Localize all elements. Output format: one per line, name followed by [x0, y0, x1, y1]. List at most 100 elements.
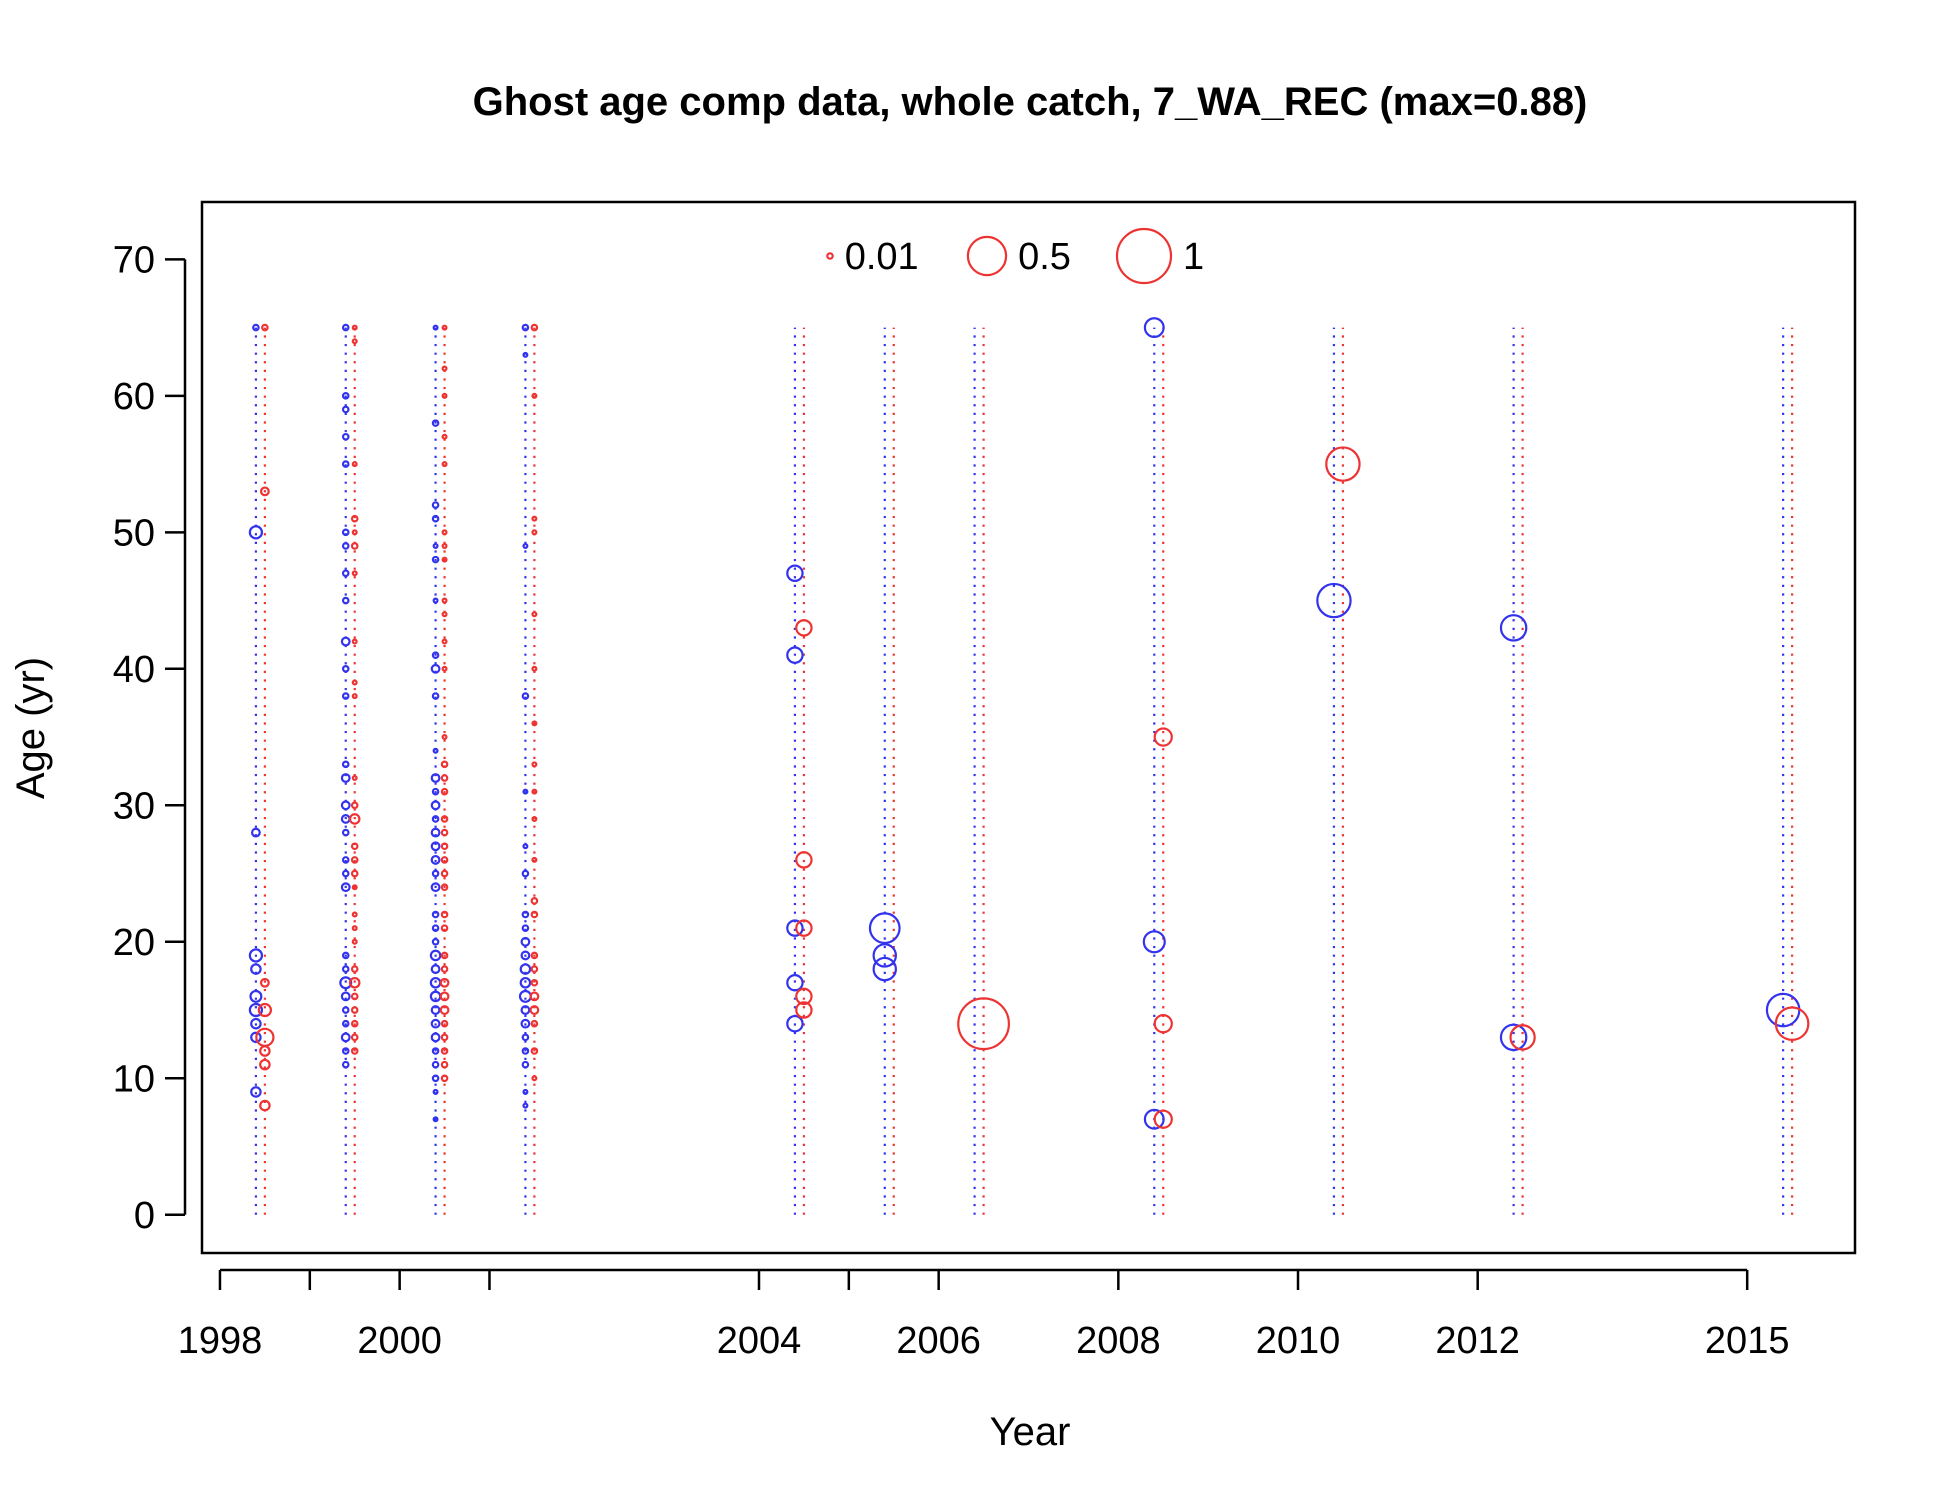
bubble-0-72 — [432, 1088, 439, 1095]
legend-label-0: 0.01 — [845, 236, 919, 278]
y-tick-label-5: 50 — [113, 512, 155, 554]
bubble-1-80 — [530, 897, 539, 905]
bubble-0-66 — [430, 1005, 441, 1015]
bubble-1-59 — [440, 951, 449, 960]
bubble-0-30 — [341, 951, 350, 960]
bubble-0-67 — [430, 1018, 441, 1029]
bubble-0-78 — [522, 788, 529, 795]
bubble-0-88 — [520, 1005, 531, 1015]
bubble-1-37 — [441, 392, 448, 399]
bubble-1-96 — [1153, 727, 1173, 747]
bubble-0-75 — [522, 351, 529, 358]
bubble-0-9 — [250, 1086, 262, 1098]
bubble-0-14 — [341, 460, 350, 468]
legend-bubble-2 — [1115, 227, 1173, 285]
bubble-1-57 — [440, 910, 449, 919]
bubble-0-54 — [430, 827, 441, 838]
y-tick-label-7: 70 — [113, 239, 155, 281]
bubble-1-29 — [348, 976, 361, 989]
bubble-0-49 — [432, 747, 439, 754]
bubble-0-34 — [341, 1006, 350, 1014]
bubble-0-85 — [519, 963, 532, 975]
bubble-1-56 — [440, 883, 449, 891]
bubble-0-70 — [431, 1060, 440, 1069]
bubble-0-99 — [786, 1014, 804, 1033]
bubble-0-58 — [430, 882, 441, 893]
bubble-0-102 — [872, 956, 897, 982]
bubble-0-108 — [1499, 1023, 1528, 1052]
bubble-1-97 — [1153, 1014, 1173, 1034]
bubble-0-24 — [340, 800, 351, 811]
bubble-0-101 — [872, 943, 897, 968]
bubble-1-1 — [259, 486, 270, 497]
bubble-1-93 — [795, 987, 813, 1006]
bubble-1-68 — [440, 1074, 449, 1083]
bubble-0-46 — [431, 651, 440, 659]
bubble-0-73 — [432, 1116, 439, 1123]
x-axis: 1998 2000 2004 2006 2008 2010 2012 2015 — [178, 1268, 1789, 1362]
bubble-0-91 — [521, 1047, 530, 1055]
x-tick-label-0: 1998 — [178, 1320, 263, 1362]
bubble-1-39 — [441, 461, 448, 468]
bubble-0-39 — [432, 324, 439, 331]
bubble-0-55 — [430, 841, 441, 852]
bubble-0-37 — [341, 1047, 350, 1055]
bubble-1-45 — [441, 638, 448, 645]
bubble-0-50 — [430, 773, 441, 783]
bubble-1-14 — [351, 570, 358, 577]
bubble-0-28 — [341, 869, 350, 878]
bubble-0-59 — [431, 910, 440, 919]
bubble-1-95 — [957, 997, 1011, 1051]
bubble-1-42 — [441, 556, 448, 563]
bubble-1-0 — [261, 323, 269, 332]
bubble-1-8 — [351, 324, 358, 331]
x-tick-label-4: 2004 — [717, 1320, 802, 1362]
bubble-1-60 — [440, 965, 449, 973]
bubble-1-85 — [529, 991, 540, 1002]
bubble-1-16 — [351, 679, 358, 686]
bubble-1-35 — [441, 324, 448, 331]
bubble-1-87 — [530, 1019, 539, 1028]
x-tick-label-7: 2008 — [1076, 1320, 1161, 1362]
bubble-1-63 — [439, 1005, 450, 1015]
bubble-1-22 — [350, 856, 359, 864]
legend-bubble-1 — [966, 235, 1008, 277]
bubble-1-91 — [795, 851, 813, 869]
bubble-0-90 — [521, 1033, 530, 1042]
bubble-1-26 — [351, 925, 358, 932]
bubble-0-13 — [341, 432, 350, 441]
bubble-1-7 — [259, 1099, 271, 1112]
bubble-0-77 — [521, 692, 530, 700]
legend-bubble-0 — [826, 252, 834, 260]
bubble-1-98 — [1153, 1109, 1173, 1129]
bubble-1-55 — [440, 869, 449, 878]
bubble-0-31 — [341, 965, 350, 973]
bubble-0-100 — [868, 912, 901, 945]
bubble-0-5 — [249, 989, 263, 1003]
bubble-1-74 — [531, 665, 538, 672]
bubble-1-34 — [350, 1047, 359, 1055]
bubble-0-48 — [431, 692, 440, 700]
y-tick-label-3: 30 — [113, 785, 155, 827]
bubble-0-51 — [431, 787, 440, 796]
bubble-0-93 — [522, 1088, 529, 1095]
bubble-1-38 — [441, 433, 448, 440]
bubble-0-45 — [432, 597, 439, 604]
bubble-1-6 — [259, 1058, 271, 1071]
bubble-1-101 — [1774, 1006, 1810, 1041]
x-tick-label-2: 2000 — [357, 1320, 442, 1362]
bubble-0-62 — [429, 949, 442, 962]
bubble-1-23 — [350, 869, 359, 878]
bubble-0-98 — [786, 974, 804, 992]
legend-label-1: 0.5 — [1018, 236, 1071, 278]
bubble-1-53 — [440, 842, 449, 851]
bubble-1-41 — [441, 542, 448, 549]
bubble-0-87 — [518, 989, 532, 1003]
bubble-1-69 — [530, 323, 539, 332]
bubble-1-86 — [529, 1005, 540, 1015]
bubble-0-23 — [340, 773, 351, 783]
bubble-1-9 — [351, 338, 358, 345]
legend: 0.01 0.5 1 — [826, 227, 1204, 285]
bubble-1-15 — [351, 638, 358, 645]
